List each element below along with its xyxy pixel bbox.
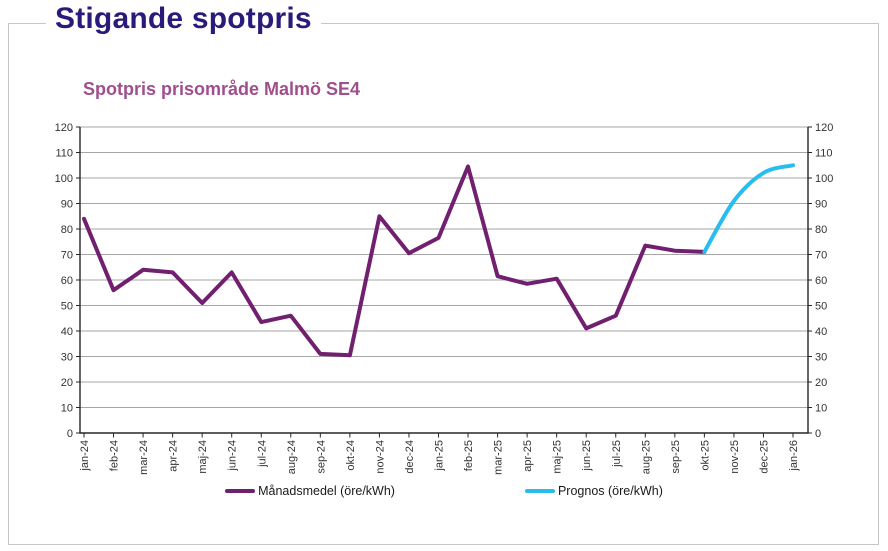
- svg-text:sep-25: sep-25: [670, 440, 682, 474]
- svg-text:10: 10: [61, 403, 73, 415]
- manadsmedel-line-swatch: [225, 489, 256, 493]
- svg-text:jul-24: jul-24: [256, 440, 268, 468]
- svg-text:20: 20: [815, 377, 827, 389]
- svg-text:20: 20: [61, 377, 73, 389]
- svg-text:jan-24: jan-24: [79, 440, 91, 472]
- svg-text:jun-24: jun-24: [227, 440, 239, 472]
- series-line-prognos-re-kwh: [702, 163, 795, 254]
- svg-text:60: 60: [61, 275, 73, 287]
- y-gridlines: [80, 126, 808, 408]
- svg-text:80: 80: [815, 224, 827, 236]
- svg-text:aug-24: aug-24: [286, 440, 298, 474]
- svg-text:apr-24: apr-24: [168, 440, 180, 472]
- svg-text:100: 100: [815, 173, 833, 185]
- svg-text:feb-25: feb-25: [463, 440, 475, 471]
- y-axis-labels: 0 0 10 10 20 20 30 30 40 40 50 50 60 60 70 70 80 80 90 90 10…: [55, 122, 834, 440]
- svg-text:110: 110: [815, 148, 833, 160]
- svg-text:maj-24: maj-24: [197, 440, 209, 474]
- legend-label-prognos: Prognos (öre/kWh): [557, 484, 663, 498]
- svg-text:0: 0: [67, 428, 73, 440]
- svg-text:30: 30: [61, 352, 73, 364]
- svg-text:100: 100: [55, 173, 73, 185]
- svg-text:okt-25: okt-25: [699, 440, 711, 471]
- svg-text:90: 90: [61, 199, 73, 211]
- prognos-line-swatch: [524, 489, 555, 493]
- svg-text:60: 60: [815, 275, 827, 287]
- svg-text:dec-24: dec-24: [404, 440, 416, 474]
- svg-text:nov-24: nov-24: [374, 440, 386, 474]
- svg-text:jul-25: jul-25: [611, 440, 623, 468]
- svg-text:70: 70: [815, 250, 827, 262]
- legend-item-prognos: Prognos (öre/kWh): [524, 484, 663, 498]
- chart-legend: Månadsmedel (öre/kWh) Prognos (öre/kWh): [80, 484, 808, 498]
- svg-text:0: 0: [815, 428, 821, 440]
- svg-text:jan-25: jan-25: [434, 440, 446, 472]
- svg-text:nov-25: nov-25: [729, 440, 741, 474]
- svg-text:jun-25: jun-25: [581, 440, 593, 472]
- svg-text:120: 120: [815, 122, 833, 134]
- svg-text:sep-24: sep-24: [315, 440, 327, 474]
- legend-item-manadsmedel: Månadsmedel (öre/kWh): [225, 484, 395, 498]
- axis-ticks: [76, 126, 812, 438]
- x-axis-labels: jan-24 feb-24 mar-24 apr-24 maj-24 jun-24 jul-…: [79, 440, 800, 475]
- svg-text:10: 10: [815, 403, 827, 415]
- page-title: Stigande spotpris: [46, 2, 321, 36]
- svg-text:apr-25: apr-25: [522, 440, 534, 472]
- svg-text:okt-24: okt-24: [345, 440, 357, 471]
- series-line-m-nadsmedel-re-kwh: [82, 164, 707, 358]
- svg-text:mar-25: mar-25: [493, 440, 505, 475]
- svg-text:40: 40: [815, 326, 827, 338]
- chart-title: Spotpris prisområde Malmö SE4: [83, 79, 361, 99]
- content-panel-border: [8, 23, 879, 545]
- svg-text:jan-26: jan-26: [788, 440, 800, 472]
- legend-label-manadsmedel: Månadsmedel (öre/kWh): [258, 484, 395, 498]
- svg-text:maj-25: maj-25: [552, 440, 564, 474]
- svg-text:70: 70: [61, 250, 73, 262]
- svg-text:40: 40: [61, 326, 73, 338]
- svg-text:50: 50: [61, 301, 73, 313]
- svg-text:90: 90: [815, 199, 827, 211]
- svg-text:50: 50: [815, 301, 827, 313]
- svg-text:feb-24: feb-24: [109, 440, 121, 471]
- svg-text:120: 120: [55, 122, 73, 134]
- svg-text:110: 110: [55, 148, 73, 160]
- svg-text:dec-25: dec-25: [758, 440, 770, 474]
- svg-text:80: 80: [61, 224, 73, 236]
- svg-text:aug-25: aug-25: [640, 440, 652, 474]
- svg-text:mar-24: mar-24: [138, 440, 150, 475]
- svg-text:30: 30: [815, 352, 827, 364]
